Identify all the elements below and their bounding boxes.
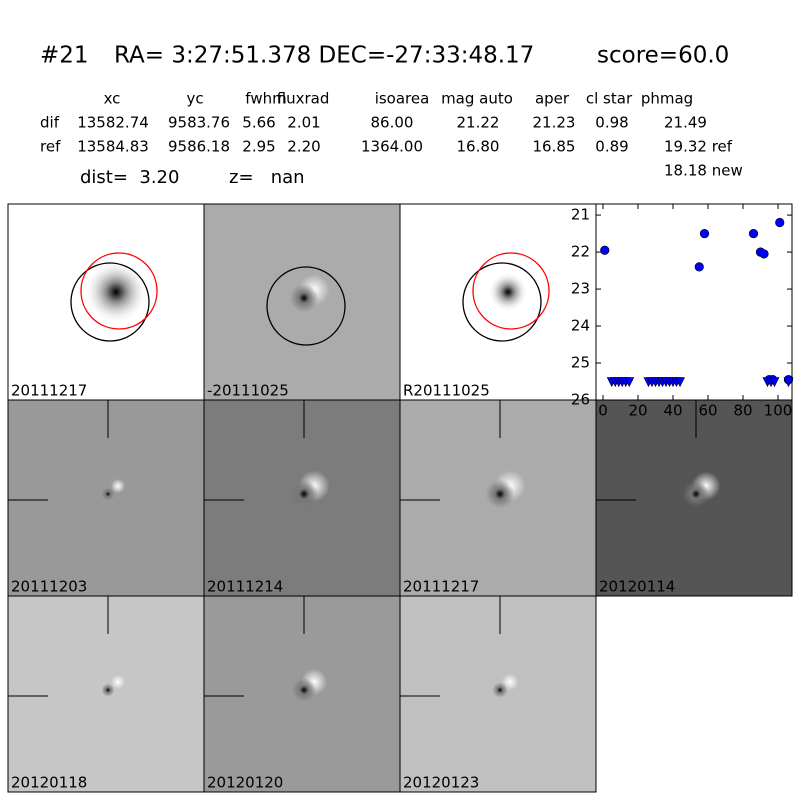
detection — [748, 228, 759, 239]
stamp-label: 20111217 — [403, 578, 479, 596]
stamp-label: -20111025 — [207, 382, 289, 400]
stamp-label: 20120118 — [11, 774, 87, 792]
redshift: z= nan — [229, 167, 305, 188]
table-cell: 1364.00 — [361, 138, 423, 156]
detection — [694, 262, 704, 272]
source — [488, 272, 528, 312]
residual-dark — [101, 487, 115, 501]
table-note: 18.18 new — [664, 162, 743, 180]
y-tick-label: 21 — [571, 206, 590, 224]
column-header: yc — [186, 90, 203, 108]
table-cell: 13584.83 — [77, 138, 149, 156]
table-cell: 21.22 — [457, 114, 500, 132]
residual-dark — [492, 682, 508, 698]
residual-dark — [289, 479, 319, 509]
column-header: xc — [104, 90, 121, 108]
y-tick-label: 22 — [571, 243, 590, 261]
residual-light — [110, 674, 126, 690]
stamp-label: R20111025 — [403, 382, 490, 400]
column-header: phmag — [641, 90, 693, 108]
upper-limit — [783, 377, 794, 388]
upper-limit — [675, 377, 685, 388]
x-tick-label: 20 — [628, 402, 647, 420]
stamp-label: 20120114 — [599, 578, 675, 596]
light-curve: 21 22 23 24 25 26 0 20 40 60 80 100 — [571, 203, 794, 420]
stamp-label: 20120120 — [207, 774, 283, 792]
table-cell: 0.98 — [595, 114, 628, 132]
table-cell: 21.23 — [533, 114, 576, 132]
detection — [775, 217, 785, 228]
y-tick-label: 26 — [571, 391, 590, 409]
detection — [759, 249, 769, 259]
row-label: dif — [40, 114, 60, 132]
table-cell: 13582.74 — [77, 114, 149, 132]
y-tick-label: 25 — [571, 354, 590, 372]
table-cell: 5.66 — [242, 114, 275, 132]
residual-light — [110, 478, 126, 494]
stamp-label: 20111214 — [207, 578, 283, 596]
table-cell: 9586.18 — [168, 138, 230, 156]
column-header: aper — [535, 90, 570, 108]
stamp-label: 20120123 — [403, 774, 479, 792]
y-tick-label: 24 — [571, 317, 590, 335]
object-id: #21 — [40, 43, 89, 69]
residual-dark — [485, 479, 515, 509]
upper-limit — [769, 377, 780, 388]
table-cell: 2.01 — [287, 114, 320, 132]
stamp-grid: 20111217-20111025R2011102520111201201112… — [7, 203, 793, 793]
table-cell: 21.49 — [664, 114, 707, 132]
source — [84, 260, 148, 324]
coordinates: RA= 3:27:51.378 DEC=-27:33:48.17 — [114, 43, 534, 69]
table-cell: 9583.76 — [168, 114, 230, 132]
x-tick-label: 40 — [663, 402, 682, 420]
table-cell: 86.00 — [371, 114, 414, 132]
aperture-ref — [70, 262, 150, 342]
detection — [699, 228, 710, 239]
residual-dark — [291, 677, 317, 703]
table-cell: 19.32 ref — [664, 138, 733, 156]
table-cell: 16.85 — [533, 138, 576, 156]
column-header: fluxrad — [277, 90, 330, 108]
stamp-label: 20111203 — [11, 578, 87, 596]
detection — [600, 245, 610, 255]
plot-area — [595, 203, 793, 401]
row-label: ref — [40, 138, 61, 156]
x-tick-label: 100 — [764, 402, 793, 420]
table-cell: 2.95 — [242, 138, 275, 156]
upper-limit — [624, 377, 635, 388]
x-tick-label: 80 — [733, 402, 752, 420]
aperture-ref — [462, 262, 542, 342]
y-tick-label: 23 — [571, 280, 590, 298]
residual-dark — [682, 480, 710, 508]
residual-dark — [101, 683, 115, 697]
aperture-new — [472, 252, 550, 330]
residual-dark — [289, 283, 319, 313]
x-tick-label: 60 — [698, 402, 717, 420]
distance: dist= 3.20 — [80, 167, 179, 188]
column-header: mag auto — [441, 90, 513, 108]
score: score=60.0 — [597, 43, 729, 69]
table-cell: 0.89 — [595, 138, 628, 156]
table-cell: 2.20 — [287, 138, 320, 156]
table-cell: 16.80 — [457, 138, 500, 156]
stamp-label: 20111217 — [11, 382, 87, 400]
aperture-new — [80, 252, 158, 330]
column-header: cl star — [586, 90, 633, 108]
x-tick-label: 0 — [598, 402, 608, 420]
column-header: fwhm — [245, 90, 286, 108]
column-header: isoarea — [375, 90, 430, 108]
aperture-ref — [266, 266, 346, 346]
